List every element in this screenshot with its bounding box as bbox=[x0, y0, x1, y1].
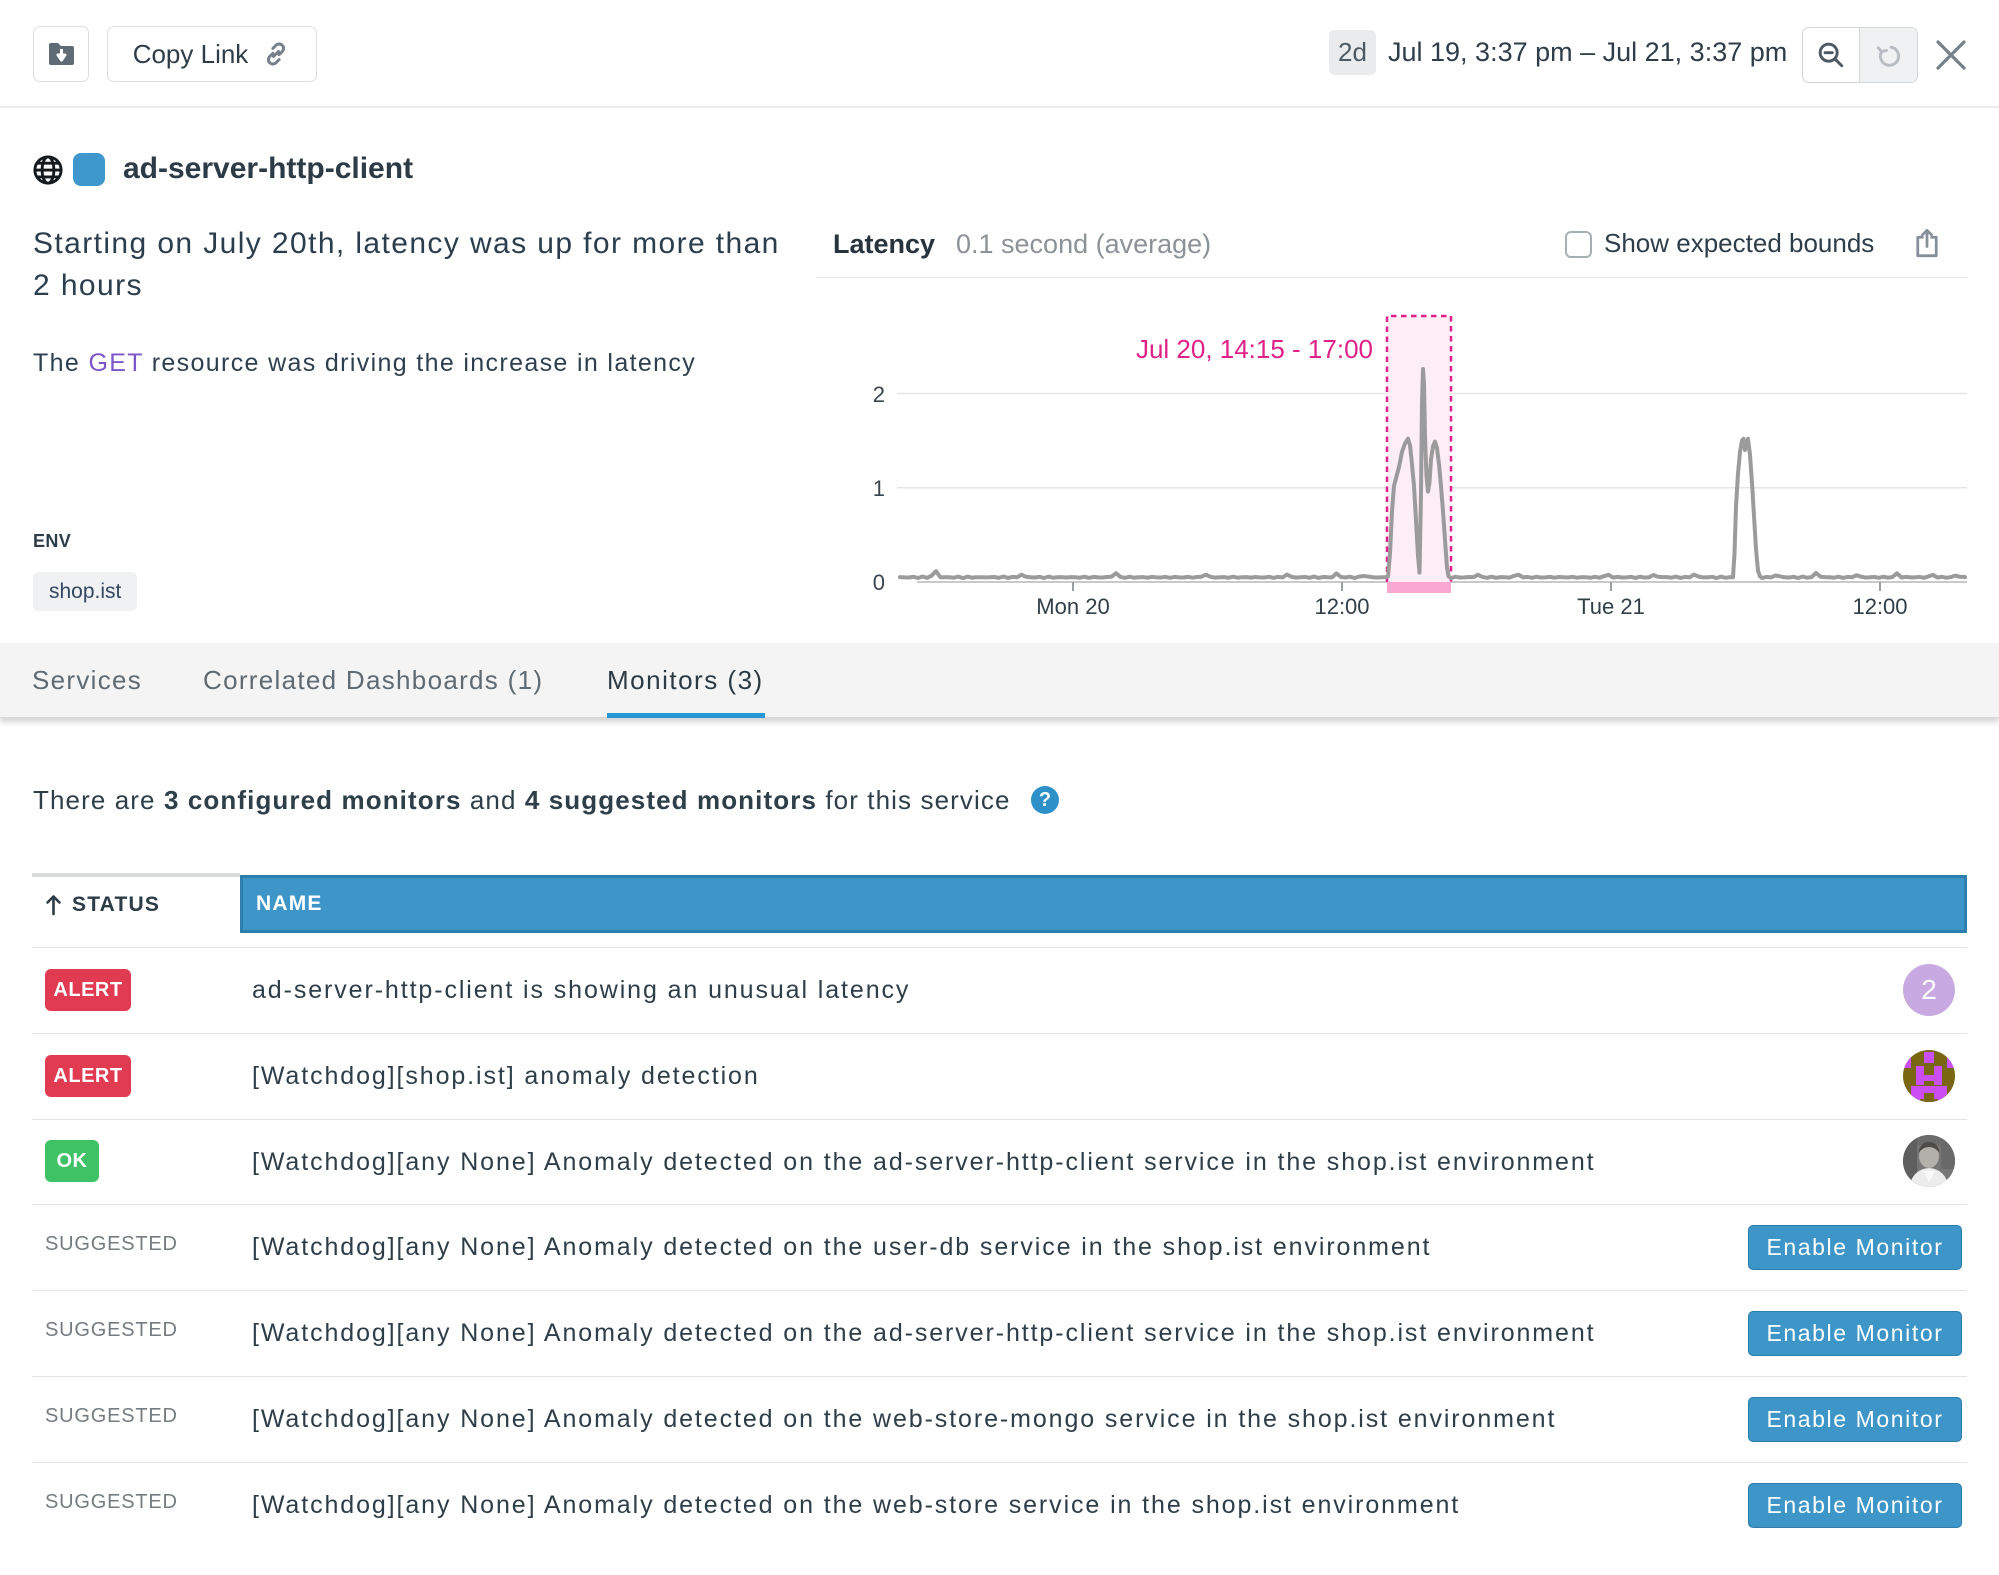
svg-text:Mon 20: Mon 20 bbox=[1036, 594, 1109, 619]
svg-text:1: 1 bbox=[873, 476, 885, 501]
svg-text:Jul 20, 14:15 - 17:00: Jul 20, 14:15 - 17:00 bbox=[1136, 334, 1373, 364]
svg-text:0: 0 bbox=[873, 570, 885, 595]
svg-text:12:00: 12:00 bbox=[1852, 594, 1907, 619]
svg-text:12:00: 12:00 bbox=[1314, 594, 1369, 619]
svg-text:2: 2 bbox=[873, 382, 885, 407]
svg-text:Tue 21: Tue 21 bbox=[1577, 594, 1645, 619]
